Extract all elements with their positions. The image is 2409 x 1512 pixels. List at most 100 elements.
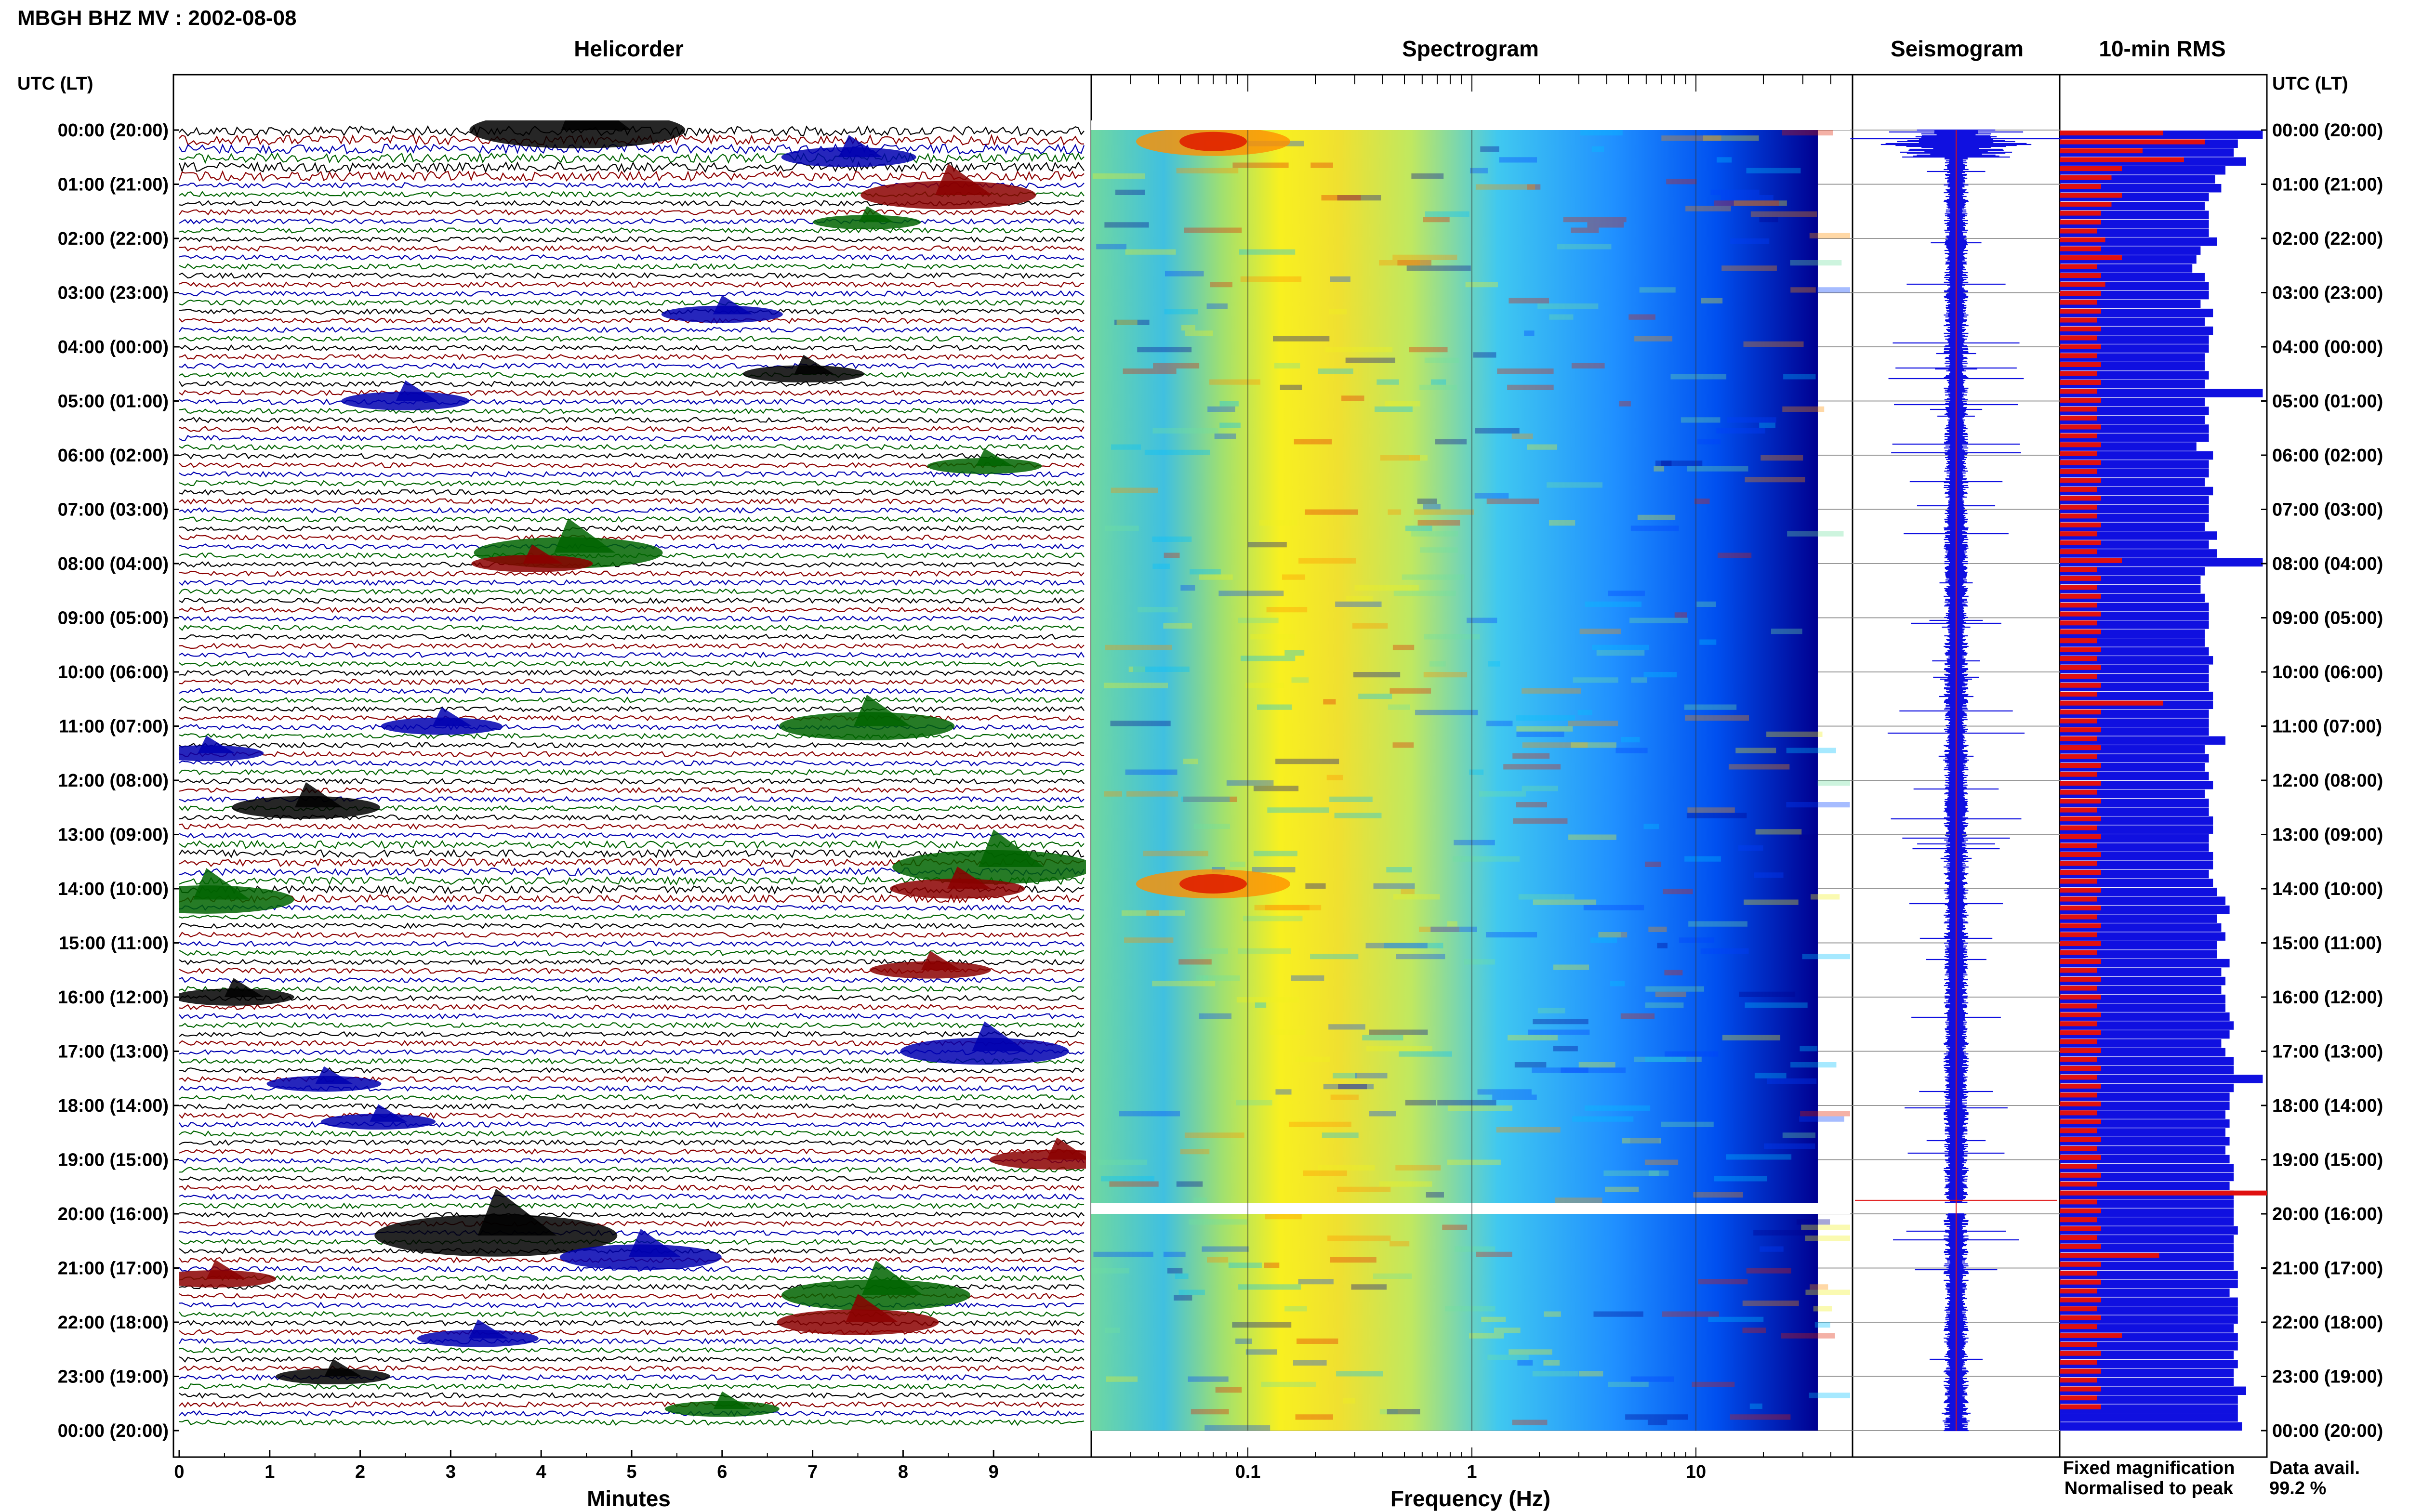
spectrogram-cell (1522, 742, 1588, 748)
rms-bar-normalised (2060, 371, 2097, 376)
rms-bar-normalised (2060, 950, 2097, 955)
spectrogram-cell (1275, 759, 1339, 764)
spectrogram-cell (1116, 319, 1138, 325)
spectrogram-cell (1692, 1381, 1735, 1387)
spectrogram-cell (1516, 715, 1575, 721)
spectrogram-cell (1596, 650, 1645, 656)
spectrogram-cell (1190, 569, 1221, 575)
helicorder-trace (179, 1112, 1085, 1119)
spectrogram-cell (1674, 612, 1687, 618)
helicorder-trace (179, 263, 1085, 270)
spectrogram-cell (1424, 634, 1480, 640)
spectrogram-cell (1330, 1257, 1377, 1263)
spectrogram-cell (1593, 1311, 1643, 1317)
rms-bar-normalised (2060, 424, 2101, 430)
rms-bar-fixed (2060, 1378, 2234, 1386)
spectrogram-cell (1274, 363, 1300, 368)
rms-bar-normalised (2060, 567, 2097, 572)
rms-bar-fixed (2060, 879, 2213, 887)
seismic-event-peak (554, 518, 616, 553)
time-label: 08:00 (04:00) (2272, 554, 2383, 574)
rms-bar-fixed (2060, 1110, 2225, 1119)
spectrogram-cell (1745, 477, 1805, 483)
spectrogram-cell (1727, 417, 1776, 423)
spectrogram-cell (1392, 742, 1414, 748)
helicorder-trace (179, 651, 1085, 658)
spectrogram-cell (1666, 179, 1697, 184)
spectrogram-cell (1152, 536, 1192, 542)
rms-bar-fixed (2060, 968, 2222, 976)
spectrogram-cell (1402, 574, 1465, 580)
seismic-event-peak (794, 355, 834, 374)
time-label: 17:00 (13:00) (58, 1042, 169, 1062)
spectrogram-cell (1425, 211, 1469, 217)
spectrogram-cell (1661, 460, 1672, 466)
rms-bar-normalised (2060, 923, 2101, 929)
availability-label: Data avail. (2269, 1458, 2360, 1478)
rms-bar-normalised (2060, 611, 2101, 617)
spectrogram-cell (1738, 845, 1763, 851)
spectrogram-cell (1753, 1230, 1815, 1236)
helicorder-trace (179, 170, 1085, 182)
spectrogram-cell (1417, 499, 1437, 504)
seismic-event-peak (294, 782, 343, 808)
time-label: 01:00 (21:00) (2272, 175, 2383, 195)
x-tick-label: 1 (1467, 1462, 1477, 1482)
rms-bar-normalised (2060, 879, 2097, 884)
spectrogram-cell (1447, 1105, 1513, 1111)
time-label: 00:00 (20:00) (58, 120, 169, 141)
spectrogram-cell (1754, 1073, 1787, 1078)
spectrogram-cell (1693, 1192, 1743, 1198)
spectrogram-cell (1488, 661, 1500, 667)
helicorder-trace (179, 660, 1085, 668)
spectrogram-cell (1291, 677, 1309, 683)
spectrogram-cell (1604, 1186, 1639, 1192)
spectrogram-cell (1264, 1262, 1280, 1268)
rms-bar-normalised (2060, 415, 2097, 421)
spectrogram-cell (1318, 1165, 1375, 1170)
spectrogram-cell (1599, 932, 1628, 938)
spectrogram-cell (1199, 574, 1233, 580)
time-label: 09:00 (05:00) (58, 608, 169, 629)
spectrogram-cell (1267, 807, 1329, 813)
spectrogram-cell (1568, 721, 1618, 726)
rms-bar-normalised (2060, 1378, 2097, 1383)
spectrogram-cell (1200, 975, 1240, 981)
time-label: 15:00 (11:00) (2272, 933, 2382, 954)
spectrogram-cell (1188, 1376, 1229, 1382)
spectrogram-cell (1809, 1284, 1828, 1290)
rms-bar-normalised (2060, 1351, 2101, 1356)
spectrogram-cell (1726, 1154, 1792, 1160)
spectrogram-cell (1647, 1420, 1668, 1425)
rms-bar-normalised (2060, 968, 2097, 973)
spectrogram-cell (1578, 1371, 1603, 1377)
rms-bar-fixed (2060, 1271, 2238, 1279)
spectrogram-cell (1121, 910, 1185, 916)
rms-bar-normalised (2060, 1253, 2159, 1258)
spectrogram-cell (1265, 905, 1310, 910)
helicorder-trace (179, 227, 1085, 234)
rms-bar-normalised (2060, 1155, 2101, 1160)
time-label: 00:00 (20:00) (2272, 1421, 2383, 1441)
spectrogram-cell (1684, 704, 1737, 710)
spectrogram-cell (1497, 368, 1554, 374)
helicorder-trace (179, 670, 1085, 676)
helicorder-trace (179, 1311, 1085, 1318)
rms-bar-normalised (2060, 282, 2105, 287)
rms-bar-fixed (2060, 914, 2217, 923)
rms-bar-normalised (2060, 861, 2097, 866)
rms-bars (2060, 131, 2267, 1431)
spectrogram-cell (1239, 249, 1296, 255)
helicorder-trace (179, 416, 1085, 424)
rms-bar-normalised (2060, 201, 2112, 207)
helicorder-trace (179, 308, 1085, 315)
rms-bar-normalised (2060, 674, 2097, 679)
rms-bar-normalised (2060, 585, 2097, 590)
spectrogram-cell (1469, 168, 1488, 173)
helicorder-trace (179, 904, 1085, 911)
rms-bar-fixed (2060, 1395, 2238, 1404)
spectrogram-cell (1111, 487, 1158, 493)
spectrogram-cell (1146, 910, 1159, 916)
spectrogram-data-gap (1091, 1203, 1850, 1214)
spectrogram-cell (1379, 260, 1420, 266)
